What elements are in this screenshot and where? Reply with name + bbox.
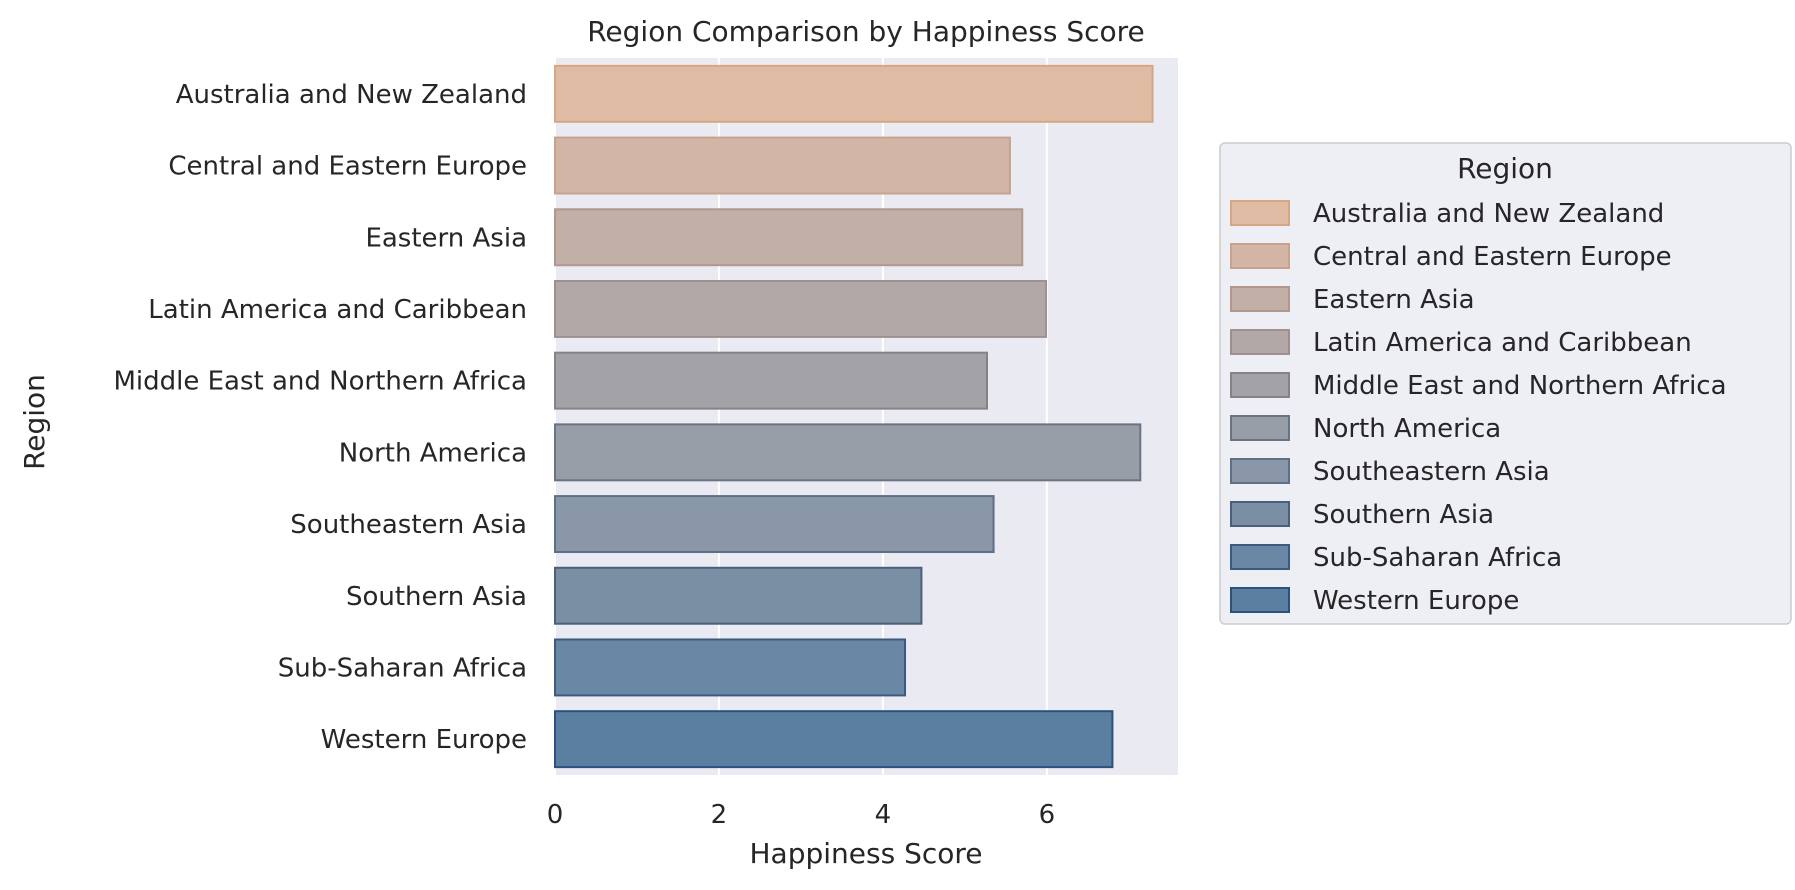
legend-label: Southeastern Asia [1313, 457, 1550, 487]
x-tick-label: 4 [875, 800, 892, 830]
legend-swatch [1230, 458, 1290, 484]
legend-swatch [1230, 415, 1290, 441]
y-tick-label: Australia and New Zealand [176, 80, 527, 110]
bars [554, 64, 1154, 769]
legend-items: Australia and New Zealand Central and Eas… [1230, 199, 1727, 616]
y-tick-label: Eastern Asia [365, 223, 527, 253]
legend-swatch [1230, 329, 1290, 355]
legend-label: Australia and New Zealand [1313, 199, 1664, 229]
legend-label: North America [1313, 414, 1501, 444]
y-tick-label: Latin America and Caribbean [148, 295, 527, 325]
bar [554, 351, 989, 410]
x-axis-label: Happiness Score [749, 837, 982, 870]
legend-label: Sub-Saharan Africa [1313, 543, 1562, 573]
legend-swatch [1230, 243, 1290, 269]
bar [554, 64, 1154, 123]
bar [554, 423, 1142, 482]
x-tick-label: 0 [547, 800, 564, 830]
chart-title: Region Comparison by Happiness Score [587, 15, 1145, 48]
bar [554, 279, 1048, 338]
legend-swatch [1230, 587, 1290, 613]
legend: Region Australia and New Zealand Central … [1219, 142, 1792, 625]
bar [554, 136, 1011, 195]
legend-frame [1219, 142, 1792, 625]
legend-title: Region [1457, 152, 1553, 185]
legend-label: Southern Asia [1313, 500, 1494, 530]
y-tick-label: Sub-Saharan Africa [278, 653, 527, 683]
bar [554, 638, 907, 697]
y-tick-label: Central and Eastern Europe [168, 152, 527, 182]
legend-label: Eastern Asia [1313, 285, 1475, 315]
legend-label: Central and Eastern Europe [1313, 242, 1672, 272]
legend-label: Western Europe [1313, 586, 1519, 616]
bar [554, 566, 923, 625]
y-tick-label: Western Europe [321, 725, 527, 755]
y-axis-label: Region [18, 374, 51, 470]
x-tick-label: 6 [1039, 800, 1056, 830]
legend-swatch [1230, 544, 1290, 570]
bar [554, 710, 1114, 769]
y-tick-label: Southeastern Asia [290, 510, 527, 540]
legend-swatch [1230, 286, 1290, 312]
bar [554, 495, 995, 554]
legend-label: Middle East and Northern Africa [1313, 371, 1727, 401]
legend-swatch [1230, 501, 1290, 527]
y-tick-labels: Australia and New Zealand Central and Eas… [113, 80, 527, 755]
x-tick-labels: 0 2 4 6 [547, 800, 1055, 830]
legend-swatch [1230, 372, 1290, 398]
y-tick-label: Southern Asia [346, 582, 527, 612]
bar [554, 208, 1024, 267]
y-tick-label: North America [339, 438, 527, 468]
y-tick-label: Middle East and Northern Africa [113, 367, 527, 397]
legend-label: Latin America and Caribbean [1313, 328, 1692, 358]
legend-swatch [1230, 200, 1290, 226]
x-tick-label: 2 [711, 800, 728, 830]
